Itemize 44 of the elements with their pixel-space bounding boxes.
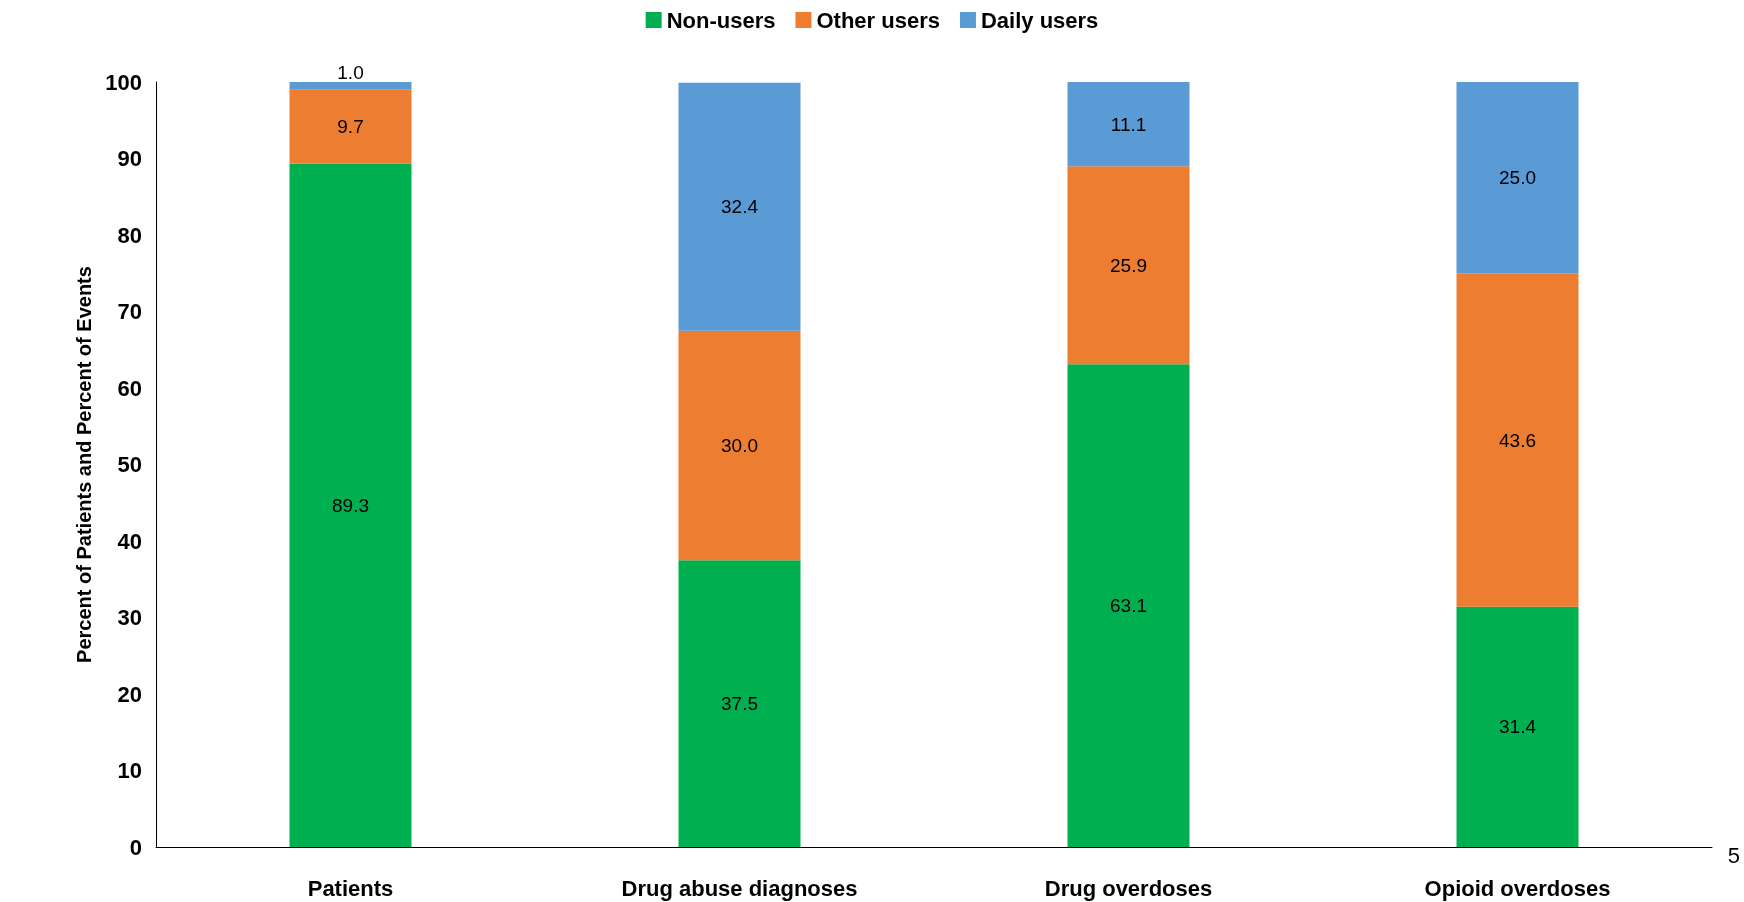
bar — [678, 330, 801, 561]
bar — [289, 89, 412, 164]
bar — [289, 163, 412, 847]
bar — [1456, 606, 1579, 847]
data-label: 11.1 — [1110, 113, 1147, 135]
y-tick-label: 10 — [117, 758, 142, 783]
y-tick-label: 30 — [117, 605, 142, 630]
data-label: 30.0 — [721, 434, 758, 456]
text: 5 — [1727, 842, 1741, 868]
y-tick-label: 50 — [117, 452, 142, 477]
data-label: 32.4 — [721, 196, 759, 218]
x-tick-label: Opioid overdoses — [1424, 875, 1611, 901]
data-label: 1.0 — [337, 62, 364, 83]
bar — [289, 82, 412, 90]
y-tick-label: 100 — [105, 69, 142, 95]
data-label: 37.5 — [721, 693, 758, 715]
data-label: 31.4 — [1499, 716, 1537, 738]
y-tick-label: 0 — [129, 834, 142, 860]
y-tick-label: 70 — [117, 299, 142, 324]
data-label: 89.3 — [332, 494, 369, 516]
y-tick-label: 40 — [117, 528, 142, 554]
y-tick-label: 80 — [117, 222, 142, 248]
legend-label: Other users — [816, 7, 940, 33]
legend-label: Non-users — [666, 7, 776, 33]
data-label: 25.0 — [1499, 167, 1536, 189]
x-tick-label: Drug abuse diagnoses — [621, 875, 858, 901]
bar — [678, 560, 801, 847]
bar — [1067, 82, 1190, 167]
bar — [1067, 166, 1190, 365]
bar — [1456, 82, 1579, 274]
y-tick-label: 60 — [117, 375, 142, 401]
x-tick-label: Drug overdoses — [1044, 875, 1213, 901]
bar — [1456, 273, 1579, 607]
y-tick-label: 90 — [117, 146, 142, 171]
data-label: 9.7 — [337, 116, 364, 138]
bar — [1067, 364, 1190, 847]
y-axis-title: Percent of Patients and Percent of Events — [73, 266, 95, 663]
data-label: 43.6 — [1499, 429, 1536, 451]
x-tick-label: Patients — [307, 875, 394, 901]
y-tick-label: 20 — [117, 681, 142, 707]
legend-label: Daily users — [980, 7, 1099, 33]
data-label: 25.9 — [1110, 254, 1147, 276]
bar — [678, 82, 801, 331]
data-label: 63.1 — [1110, 595, 1147, 617]
